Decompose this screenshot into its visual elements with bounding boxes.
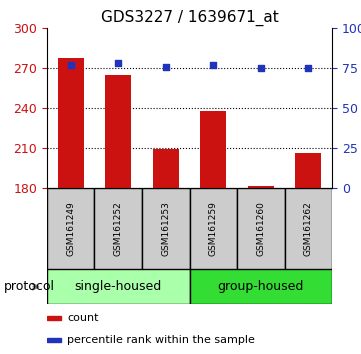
Bar (47, 316, 61, 320)
Bar (142, 188, 190, 269)
Point (115, 61, 121, 66)
Text: GSM161253: GSM161253 (161, 201, 170, 256)
Text: protocol: protocol (4, 280, 55, 293)
Text: GSM161252: GSM161252 (114, 201, 123, 256)
Text: single-housed: single-housed (75, 280, 162, 293)
Bar (284, 188, 332, 269)
Text: group-housed: group-housed (218, 280, 304, 293)
Bar (105, 75, 131, 188)
Text: GSM161262: GSM161262 (304, 201, 313, 256)
Point (68, 62, 74, 68)
Title: GDS3227 / 1639671_at: GDS3227 / 1639671_at (101, 9, 278, 25)
Bar (237, 188, 284, 269)
Bar (295, 153, 321, 188)
Bar (153, 149, 179, 188)
Text: GSM161260: GSM161260 (256, 201, 265, 256)
Point (163, 64, 169, 69)
Bar (190, 269, 332, 304)
Bar (190, 188, 237, 269)
Bar (47, 188, 95, 269)
Bar (200, 110, 226, 188)
Point (258, 65, 264, 71)
Text: GSM161249: GSM161249 (66, 201, 75, 256)
Bar (58, 57, 84, 188)
Bar (47, 269, 190, 304)
Point (305, 65, 311, 71)
Point (210, 62, 216, 68)
Text: percentile rank within the sample: percentile rank within the sample (67, 335, 255, 345)
Text: GSM161259: GSM161259 (209, 201, 218, 256)
Text: count: count (67, 313, 99, 323)
Bar (47, 338, 61, 342)
Bar (248, 186, 274, 188)
Bar (95, 188, 142, 269)
